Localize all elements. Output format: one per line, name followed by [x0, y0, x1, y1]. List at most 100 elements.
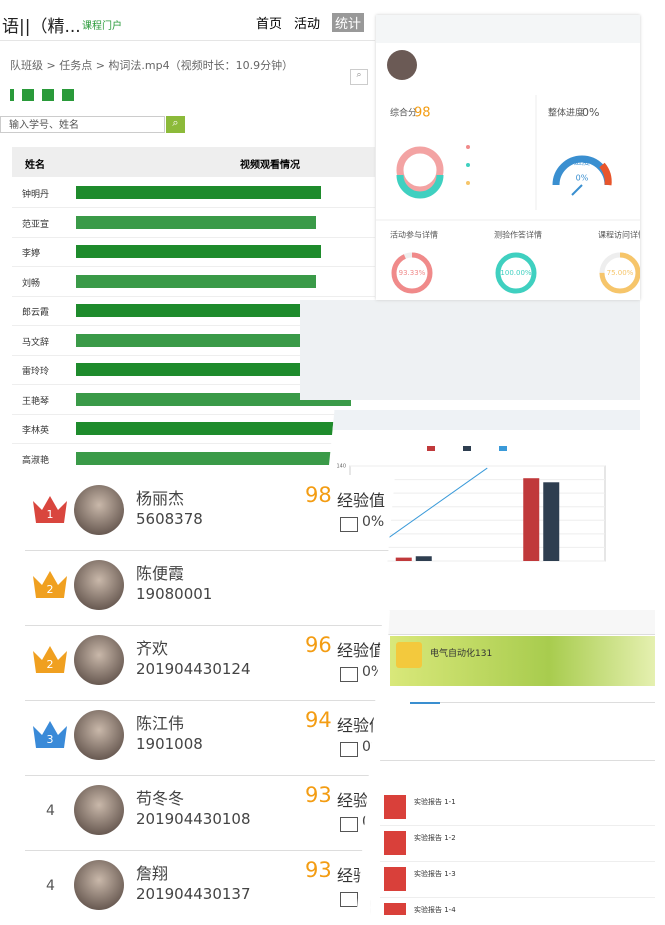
- nav: 首页 活动 统计: [256, 13, 365, 32]
- name: 苟冬冬: [136, 789, 185, 808]
- rank: 2: [47, 658, 54, 671]
- pdf-icon: [384, 903, 406, 915]
- crown: 3: [33, 721, 67, 748]
- student-name: 王艳琴: [22, 396, 50, 407]
- y-tick-label: 140: [336, 464, 346, 470]
- donut-label: 93.33%: [399, 269, 426, 277]
- exp-label: 经验值: [337, 491, 386, 510]
- row-line: [25, 700, 395, 701]
- row-line: [12, 266, 375, 267]
- row-line: [12, 207, 375, 208]
- rank: 2: [47, 583, 54, 596]
- crown-shape: [33, 646, 67, 673]
- crown: 2: [33, 571, 67, 598]
- legend-swatch: [427, 446, 435, 451]
- portal-link[interactable]: 课程门户: [82, 21, 122, 32]
- row-line: [12, 384, 375, 385]
- book-icon: [340, 817, 358, 832]
- nav-item[interactable]: 活动: [294, 17, 321, 32]
- rank: 3: [47, 733, 54, 746]
- stats-top: [376, 15, 640, 43]
- watch-bar: [76, 245, 321, 258]
- student-name: 雷玲玲: [22, 367, 50, 377]
- bar: [395, 557, 412, 561]
- exp-rate: 0%: [362, 514, 385, 530]
- watch-bar: [76, 215, 316, 229]
- crown-shape: [33, 496, 67, 523]
- search-input[interactable]: 输入学号、姓名: [0, 116, 165, 133]
- toolbar: [370, 610, 655, 635]
- rank: 4: [46, 878, 55, 894]
- row-line: [12, 413, 375, 415]
- ranking-panel: 1 杨丽杰 5608378 98 经验值 0% 2 陈便霞 19080001 2 齐欢 2019044…: [10, 475, 395, 915]
- legend-dot: [466, 181, 470, 185]
- row-line: [25, 550, 395, 551]
- legend-dot: [466, 145, 470, 149]
- name: 杨丽杰: [136, 489, 185, 508]
- file-name[interactable]: 实验报告 1-1: [414, 798, 456, 806]
- course-logo: [396, 642, 422, 668]
- pdf-icon: [384, 867, 406, 891]
- watch-bar: [76, 333, 361, 347]
- watch-bar: [76, 363, 356, 376]
- banner: [390, 636, 655, 686]
- student-name: 高淑艳: [22, 455, 50, 466]
- stats-svg: 综合分 98 整体进度 0% 进度 0% 活动参与详情 93.33% 测验作答详情 1…: [376, 15, 640, 294]
- student-name: 马文辞: [22, 337, 50, 348]
- exp-label: 经验值: [337, 716, 386, 735]
- file-name[interactable]: 实验报告 1-3: [414, 870, 456, 878]
- nav-item[interactable]: 统计: [332, 13, 365, 32]
- row-line: [380, 825, 655, 826]
- progress: 0%: [582, 106, 599, 119]
- watch-bar: [76, 451, 336, 465]
- name: 陈便霞: [136, 564, 185, 583]
- name: 陈江伟: [136, 714, 185, 733]
- row-line: [25, 775, 395, 776]
- student-id: 201904430137: [136, 885, 251, 903]
- student-name: 李林英: [22, 426, 50, 436]
- student-name: 李婷: [22, 249, 41, 259]
- crown-shape: [33, 721, 67, 748]
- score: 98: [305, 483, 332, 507]
- nav-item[interactable]: 首页: [256, 17, 283, 32]
- exp-label: 经验值: [337, 641, 386, 660]
- search-icon[interactable]: ⌕: [350, 69, 368, 85]
- watch-bar: [76, 392, 351, 406]
- row-line: [25, 850, 395, 851]
- book-icon: [340, 742, 358, 757]
- legend-swatch: [463, 446, 471, 451]
- summary-ring: [396, 146, 444, 194]
- score-label: 综合分: [390, 107, 417, 119]
- crown-shape: [33, 571, 67, 598]
- bar: [415, 556, 432, 561]
- avatar: [387, 50, 417, 80]
- student-name: 钟明丹: [22, 190, 50, 200]
- tab-active[interactable]: [410, 690, 440, 704]
- student-id: 5608378: [136, 510, 203, 528]
- swatch: [22, 89, 34, 101]
- score: 93: [305, 858, 332, 882]
- donut-arc: [599, 252, 640, 294]
- swatch: [42, 89, 54, 101]
- course-title: 语||（精...: [2, 17, 81, 37]
- score: 96: [305, 633, 332, 657]
- avatar: [74, 860, 124, 910]
- student-id: 201904430124: [136, 660, 251, 678]
- student-id: 19080001: [136, 585, 213, 603]
- donut-label: 100.00%: [500, 269, 531, 277]
- rank: 4: [46, 803, 55, 819]
- student-id: 1901008: [136, 735, 203, 753]
- crown: 2: [33, 646, 67, 673]
- search-button[interactable]: ⌕: [166, 116, 185, 133]
- avatar: [74, 635, 124, 685]
- course-panel: 电气自动化131 实验报告 1-1 实验报告 1-2 实验报告 1-3 实验报告 1-…: [370, 610, 655, 915]
- file-name[interactable]: 实验报告 1-4: [414, 906, 456, 914]
- name: 齐欢: [136, 639, 169, 658]
- avatar: [74, 560, 124, 610]
- pdf-icon: [384, 831, 406, 855]
- file-name[interactable]: 实验报告 1-2: [414, 834, 456, 842]
- gauge-needle: [571, 184, 583, 196]
- rank: 1: [47, 508, 54, 521]
- row-line: [380, 897, 655, 898]
